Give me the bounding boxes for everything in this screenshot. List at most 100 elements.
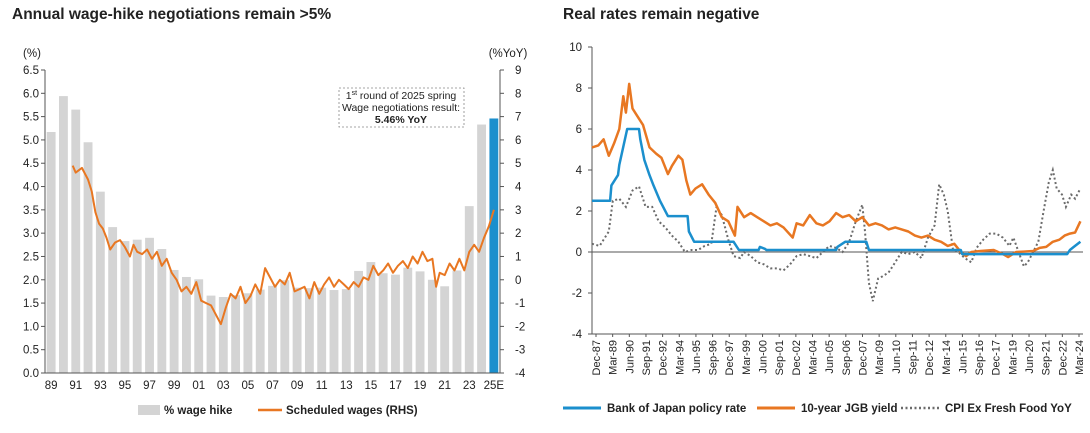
left-x-tick-label: 03 bbox=[217, 380, 230, 392]
right-y-tick-label: 2 bbox=[515, 228, 521, 240]
right-x-tick-label: Mar-99 bbox=[741, 340, 753, 375]
legend-label-cpi: CPI Ex Fresh Food YoY bbox=[945, 403, 1072, 415]
right-x-tick-label: Sep-91 bbox=[641, 340, 653, 375]
right-x-tick-label: Mar-24 bbox=[1074, 340, 1086, 375]
right-y-tick-label: 7 bbox=[515, 112, 521, 124]
left-x-tick-label: 21 bbox=[438, 380, 451, 392]
wage-hike-bar bbox=[304, 288, 314, 373]
right-x-tick-labels: Dec-87 Mar-89 Jun-90 Sep-91 Dec-92 Mar-94 Jun-… bbox=[591, 334, 1086, 375]
right-y-tick-label: -2 bbox=[515, 321, 525, 333]
wage-hike-bar-2025 bbox=[489, 118, 499, 373]
wage-hike-bar bbox=[378, 273, 388, 373]
wage-hike-bar bbox=[341, 289, 351, 373]
right-x-tick-label: Mar-04 bbox=[808, 340, 820, 375]
right-x-tick-label: Sep-06 bbox=[841, 340, 853, 375]
wage-hike-bar bbox=[255, 289, 265, 373]
wage-hike-bar bbox=[391, 274, 400, 373]
right-y-tick-label: -1 bbox=[515, 298, 525, 310]
left-x-tick-label: 95 bbox=[119, 380, 132, 392]
right-x-tick-label: Dec-22 bbox=[1057, 340, 1069, 375]
left-y-tick-label: 1.0 bbox=[23, 321, 39, 333]
cpi-ex-fresh-food-line bbox=[591, 166, 1082, 302]
right-y-tick-label: 2 bbox=[576, 206, 582, 218]
right-y-tick-label: 5 bbox=[515, 158, 521, 170]
right-x-tick-label: Sep-96 bbox=[708, 340, 720, 375]
wage-hike-bar bbox=[59, 96, 68, 373]
annotation-line1: 1st round of 2025 spring bbox=[346, 90, 457, 102]
wage-hike-bar bbox=[181, 276, 191, 373]
left-y-tick-label: 5.0 bbox=[23, 135, 39, 147]
right-y-tick-label: 1 bbox=[515, 251, 521, 263]
right-x-tick-label: Sep-01 bbox=[774, 340, 786, 375]
annotation-line3: 5.46% YoY bbox=[375, 114, 427, 126]
left-chart-axes bbox=[41, 69, 504, 374]
left-y-tick-label: 3.0 bbox=[23, 228, 39, 240]
right-x-tick-label: Sep-16 bbox=[974, 340, 986, 375]
right-y-tick-label: 3 bbox=[515, 205, 521, 217]
right-x-tick-label: Jun-95 bbox=[691, 340, 703, 374]
left-x-tick-label: 13 bbox=[340, 380, 353, 392]
right-y-tick-label: 4 bbox=[576, 165, 583, 177]
right-y-tick-label: -4 bbox=[572, 329, 583, 341]
wage-hike-bar bbox=[464, 206, 474, 373]
wage-hike-bar bbox=[145, 237, 154, 373]
legend-label-wage-hike: % wage hike bbox=[164, 405, 232, 417]
annotation-line2: Wage negotiations result: bbox=[342, 102, 460, 114]
right-x-tick-label: Jun-90 bbox=[624, 340, 636, 374]
right-axis-unit: (%YoY) bbox=[489, 48, 528, 60]
wage-hike-bar bbox=[268, 285, 277, 373]
scheduled-wages-line bbox=[71, 165, 495, 326]
left-x-tick-label: 17 bbox=[389, 380, 402, 392]
right-legend: Bank of Japan policy rate 10-year JGB yi… bbox=[563, 403, 1072, 415]
right-x-tick-label: Jun-10 bbox=[891, 340, 903, 374]
left-x-tick-label: 15 bbox=[364, 380, 377, 392]
right-y-tick-label: 6 bbox=[576, 124, 582, 136]
left-y-tick-label: 2.0 bbox=[23, 275, 39, 287]
left-x-tick-label: 05 bbox=[242, 380, 255, 392]
wage-hike-bar bbox=[354, 270, 364, 373]
right-x-tick-label: Sep-11 bbox=[907, 340, 919, 375]
right-y-tick-label: -2 bbox=[572, 288, 582, 300]
annotation-box: 1st round of 2025 spring Wage negotiatio… bbox=[338, 87, 465, 128]
legend-label-scheduled-wages: Scheduled wages (RHS) bbox=[286, 405, 418, 417]
right-y-tick-label: 0 bbox=[515, 275, 521, 287]
wage-hike-bar bbox=[157, 249, 167, 373]
wage-hike-bar bbox=[231, 295, 241, 373]
right-y-tick-label: 6 bbox=[515, 135, 521, 147]
boj-policy-rate-line bbox=[592, 127, 1082, 256]
right-x-tick-label: Mar-09 bbox=[874, 340, 886, 375]
left-x-tick-label: 93 bbox=[94, 380, 107, 392]
right-x-tick-label: Jun-15 bbox=[957, 340, 969, 374]
right-chart-axes bbox=[588, 46, 1083, 335]
right-x-tick-label: Dec-07 bbox=[858, 340, 870, 375]
left-y-tick-label: 6.5 bbox=[23, 65, 39, 77]
wage-hike-bar bbox=[194, 279, 204, 373]
right-y-tick-label: 0 bbox=[576, 247, 582, 259]
right-x-tick-label: Mar-89 bbox=[608, 340, 620, 375]
wage-hike-bar bbox=[366, 262, 376, 373]
left-y-tick-label: 3.5 bbox=[23, 205, 39, 217]
right-y-tick-label: -4 bbox=[515, 368, 526, 380]
left-x-tick-label: 89 bbox=[45, 380, 58, 392]
right-x-tick-label: Jun-00 bbox=[758, 340, 770, 374]
right-x-tick-label: Mar-19 bbox=[1007, 340, 1019, 375]
left-x-tick-label: 09 bbox=[291, 380, 304, 392]
wage-hike-bar bbox=[243, 293, 253, 373]
right-x-tick-label: Dec-12 bbox=[924, 340, 936, 375]
right-y-tick-label: -3 bbox=[515, 345, 525, 357]
wage-hike-bar bbox=[46, 131, 56, 373]
left-y-tick-label: 2.5 bbox=[23, 251, 39, 263]
left-y-tick-label: 0.5 bbox=[23, 345, 39, 357]
left-x-tick-label: 97 bbox=[143, 380, 156, 392]
wage-hike-bars bbox=[46, 96, 499, 373]
wage-hike-bar bbox=[440, 286, 450, 373]
left-y-tick-label: 0.0 bbox=[23, 368, 39, 380]
wage-hike-bar bbox=[452, 270, 462, 373]
right-x-tick-label: Dec-87 bbox=[591, 340, 603, 375]
right-x-tick-label: Dec-92 bbox=[658, 340, 670, 375]
wage-hike-bar bbox=[427, 279, 437, 373]
wage-hike-bar bbox=[120, 241, 130, 373]
left-y-tick-label: 4.5 bbox=[23, 158, 39, 170]
left-y-tick-label: 5.5 bbox=[23, 112, 39, 124]
